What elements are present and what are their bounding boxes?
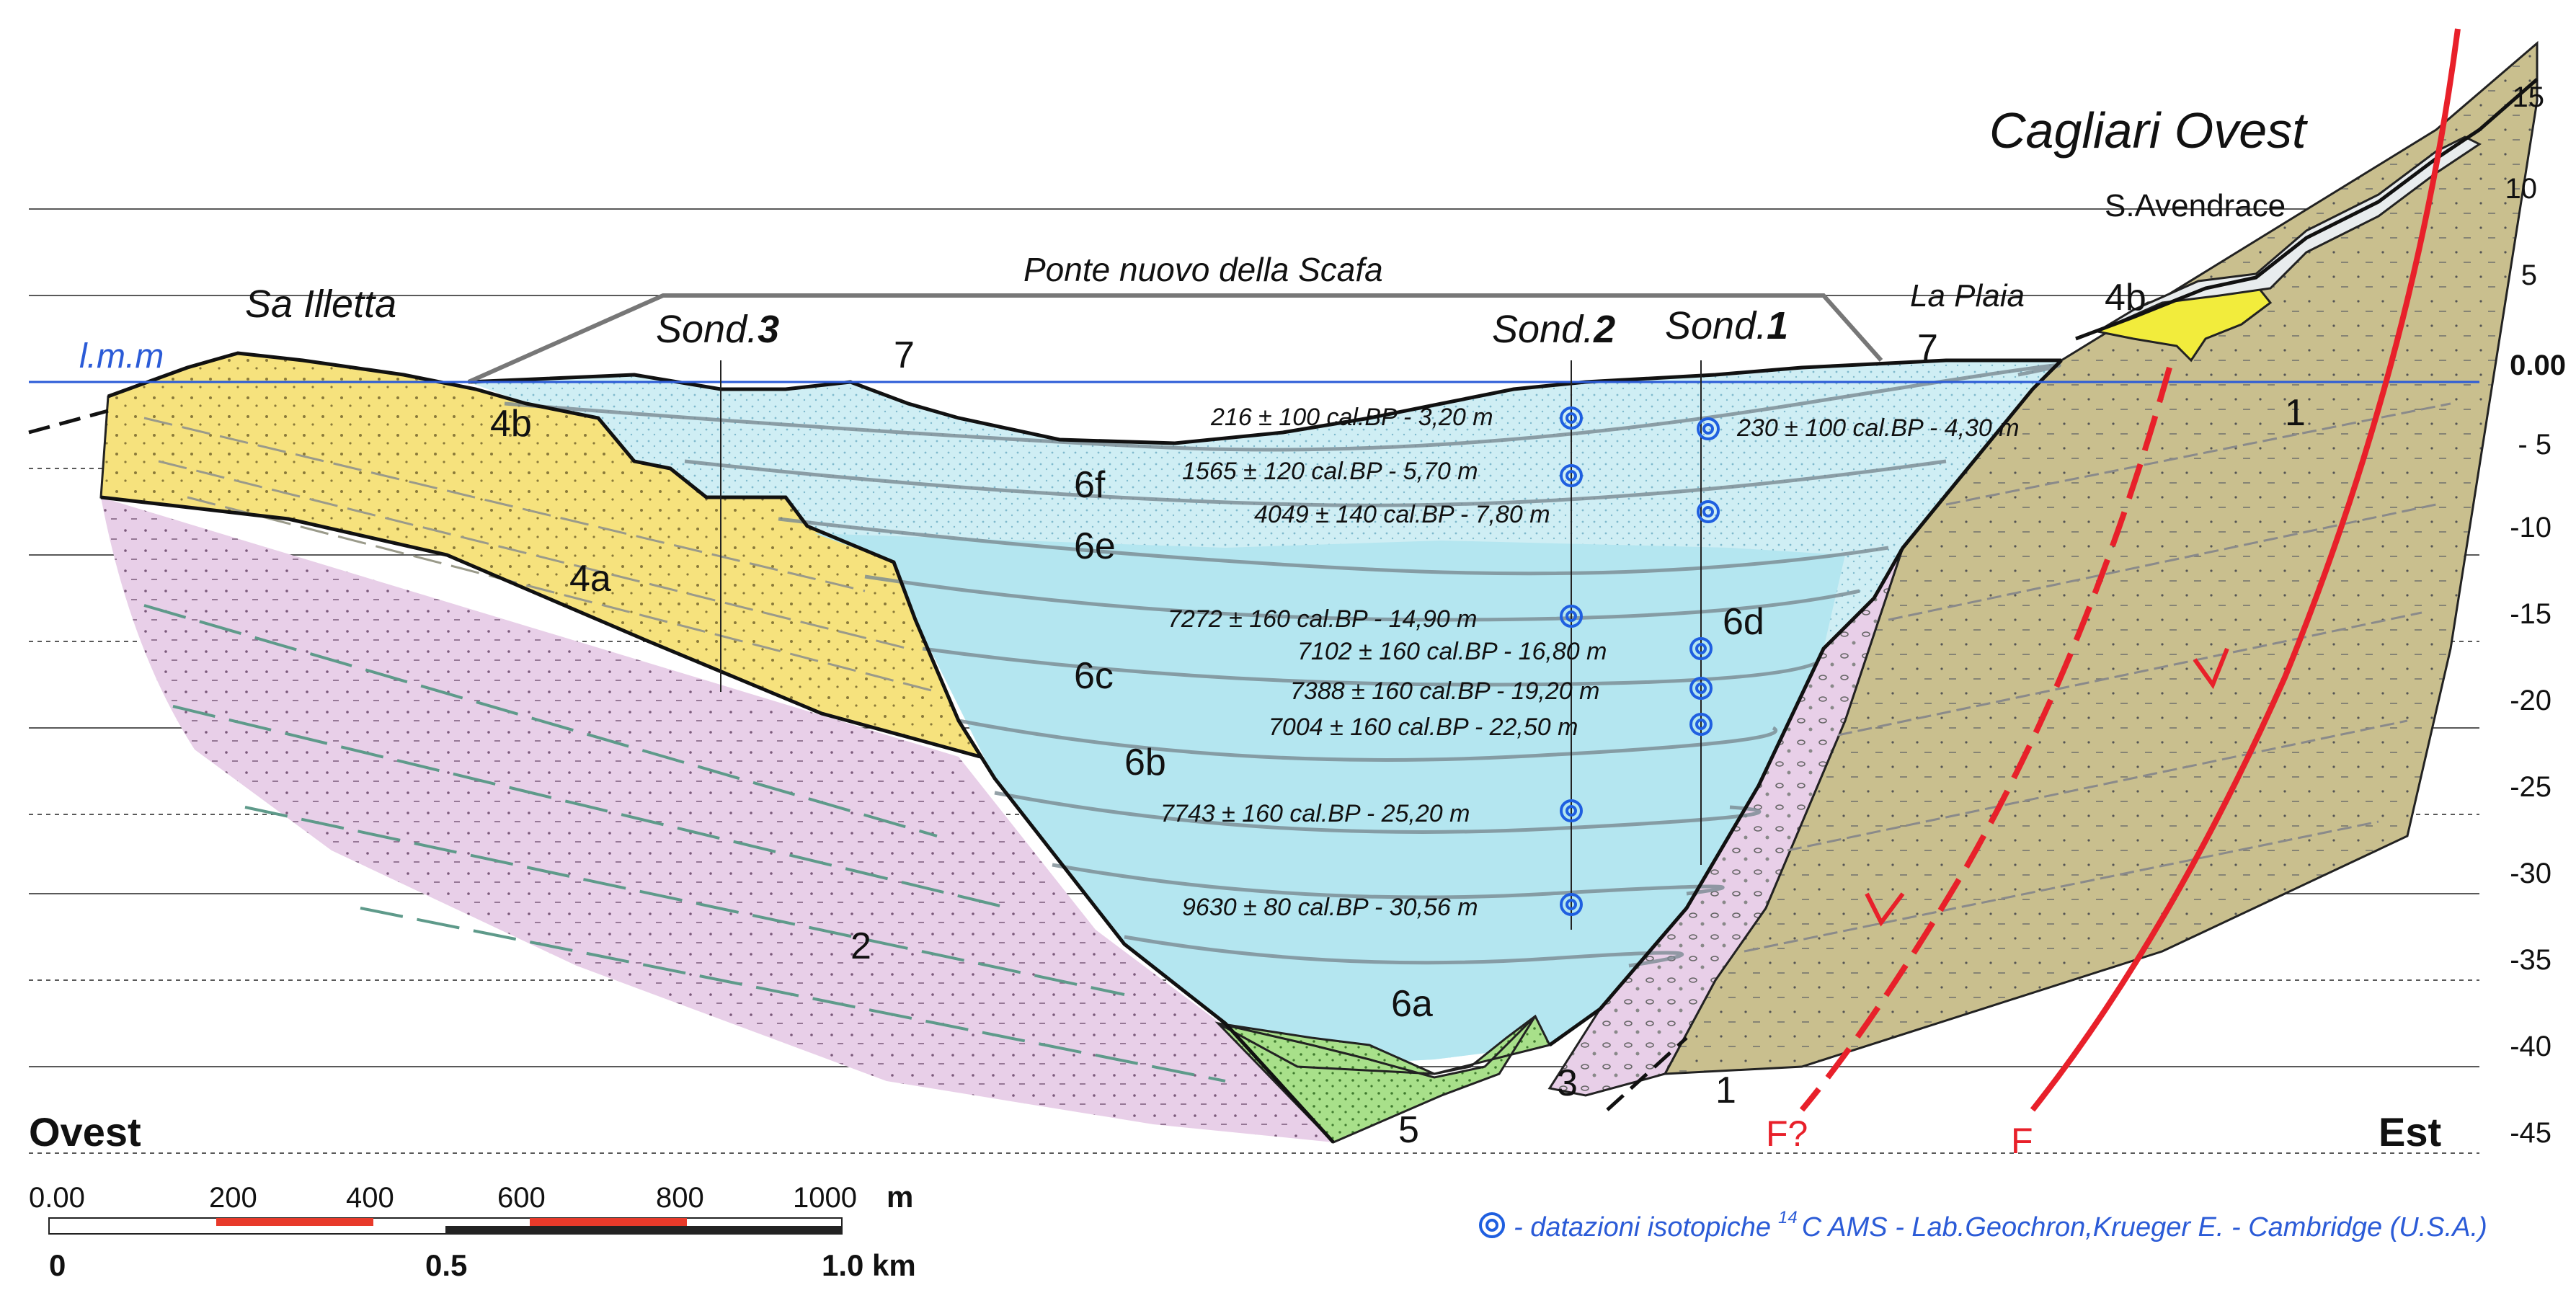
unit-label-5: 5	[1398, 1109, 1419, 1151]
date-label: 7388 ± 160 cal.BP - 19,20 m	[1290, 677, 1599, 705]
unit-2-bedding	[143, 604, 1226, 1083]
depth-tick-m20: -20	[2510, 685, 2551, 716]
scale-unit: m	[887, 1180, 913, 1214]
depth-tick-10: 10	[2505, 173, 2538, 205]
unit-label-6f: 6f	[1074, 464, 1106, 506]
scale-tick: 1000	[793, 1182, 857, 1214]
boundary-lines	[100, 78, 2539, 1144]
unit-2-body	[101, 497, 1333, 1142]
date-label: 216 ± 100 cal.BP - 3,20 m	[1210, 404, 1493, 431]
date-label: 7004 ± 160 cal.BP - 22,50 m	[1269, 714, 1578, 741]
borehole-3-label: Sond.3	[656, 308, 779, 351]
legend-text: - datazioni isotopiche 14 C AMS - Lab.Geoc…	[1514, 1208, 2487, 1243]
place-cagliari-ovest: Cagliari Ovest	[1989, 102, 2308, 159]
scale-km-1: 1.0 km	[822, 1248, 916, 1282]
spiral-icon	[1560, 893, 1583, 916]
depth-tick-m45: -45	[2510, 1117, 2551, 1149]
scale-red-seg	[530, 1218, 687, 1226]
bridge-outline	[467, 293, 1883, 384]
depth-tick-0: 0.00	[2510, 350, 2566, 381]
scale-bar: 0.00 200 400 600 800 1000 m 0 0.5 1.0 km	[29, 1180, 916, 1282]
depth-axis: 15 10 5 0.00 - 5 -10 -15 -20 -25 -30 -35…	[2505, 81, 2567, 1149]
unit-4-bedding	[143, 417, 938, 693]
borehole-2-label: Sond.2	[1492, 308, 1615, 351]
spiral-icon	[1560, 406, 1583, 430]
spiral-icon	[1689, 713, 1713, 736]
depth-tick-m5: - 5	[2518, 429, 2551, 461]
dashed-contact-left	[28, 409, 109, 435]
unit-label-4b-left: 4b	[490, 403, 532, 445]
depth-tick-15: 15	[2513, 81, 2545, 113]
unit-label-6c: 6c	[1074, 655, 1114, 697]
fault-uncertain	[1799, 366, 2172, 1112]
unit-label-7-left: 7	[894, 334, 915, 376]
depth-tick-m25: -25	[2510, 771, 2551, 803]
dashed-contact-right	[1606, 1036, 1688, 1111]
scale-tick: 400	[346, 1182, 394, 1214]
date-spiral-icons	[1560, 406, 1720, 916]
spiral-icon	[1479, 1212, 1505, 1238]
depth-tick-m30: -30	[2510, 858, 2551, 889]
depth-tick-m35: -35	[2510, 944, 2551, 976]
borehole-lines	[720, 360, 1702, 930]
date-label: 9630 ± 80 cal.BP - 30,56 m	[1182, 894, 1478, 921]
place-la-plaia: La Plaia	[1910, 278, 2025, 314]
scale-km-05: 0.5	[425, 1248, 467, 1282]
unit-label-7-right: 7	[1917, 327, 1938, 369]
unit-label-1a: 1	[2285, 392, 2306, 434]
date-label: 230 ± 100 cal.BP - 4,30 m	[1736, 414, 2020, 442]
unit-label-6e: 6e	[1074, 525, 1116, 567]
direction-west: Ovest	[29, 1109, 141, 1155]
unit-label-6d: 6d	[1723, 601, 1764, 643]
isotopic-dates: 216 ± 100 cal.BP - 3,20 m 230 ± 100 cal.…	[1160, 404, 2020, 921]
scale-tick: 200	[209, 1182, 257, 1214]
basin-bedding-lines	[504, 363, 2061, 968]
unit-labels: 1 1 2 3 4a 4b 4b 5 6a 6b 6c 6d 6e 6f 7 7	[490, 277, 2306, 1151]
unit-label-1b: 1	[1715, 1070, 1736, 1111]
fault-label-uncertain: F?	[1766, 1113, 1808, 1154]
direction-east: Est	[2379, 1109, 2441, 1155]
unit-label-2: 2	[850, 925, 871, 967]
date-label: 4049 ± 140 cal.BP - 7,80 m	[1254, 501, 1550, 528]
place-sa-illetta: Sa Illetta	[245, 283, 396, 326]
depth-tick-m10: -10	[2510, 512, 2551, 543]
unit-label-6b: 6b	[1124, 742, 1166, 783]
spiral-icon	[1560, 464, 1583, 487]
borehole-1-label: Sond.1	[1665, 304, 1788, 347]
depth-tick-m15: -15	[2510, 598, 2551, 630]
unit-label-4a: 4a	[569, 558, 611, 600]
scale-red-seg	[216, 1218, 373, 1226]
unit-label-3: 3	[1557, 1062, 1578, 1104]
spiral-icon	[1689, 677, 1713, 700]
unit-label-6a: 6a	[1391, 983, 1433, 1025]
scale-tick: 800	[656, 1182, 704, 1214]
date-label: 7272 ± 160 cal.BP - 14,90 m	[1168, 605, 1477, 633]
date-label: 1565 ± 120 cal.BP - 5,70 m	[1182, 458, 1478, 485]
spiral-icon	[1560, 799, 1583, 822]
scale-black-seg	[445, 1226, 842, 1234]
place-s-avendrace: S.Avendrace	[2105, 188, 2286, 223]
fault-label-certain: F	[2011, 1121, 2033, 1161]
fault-certain	[2030, 28, 2461, 1112]
fault-arrow-1	[2193, 647, 2229, 690]
date-label: 7743 ± 160 cal.BP - 25,20 m	[1160, 800, 1470, 827]
date-label: 7102 ± 160 cal.BP - 16,80 m	[1297, 638, 1607, 665]
spiral-icon	[1560, 605, 1583, 628]
place-ponte: Ponte nuovo della Scafa	[1023, 251, 1383, 288]
sea-level-label: l.m.m	[79, 337, 164, 375]
depth-tick-5: 5	[2521, 259, 2537, 291]
scale-km-0: 0	[49, 1248, 66, 1282]
legend: - datazioni isotopiche 14 C AMS - Lab.Geoc…	[1479, 1208, 2487, 1243]
scale-tick: 0.00	[29, 1182, 85, 1214]
fault-arrow-2	[1865, 892, 1905, 927]
spiral-icon	[1697, 500, 1720, 523]
unit-label-4b-right: 4b	[2105, 277, 2146, 319]
spiral-icon	[1697, 417, 1720, 440]
spiral-icon	[1689, 637, 1713, 660]
scale-tick: 600	[497, 1182, 546, 1214]
unit-5-body	[1214, 1014, 1552, 1144]
depth-tick-m40: -40	[2510, 1031, 2551, 1062]
